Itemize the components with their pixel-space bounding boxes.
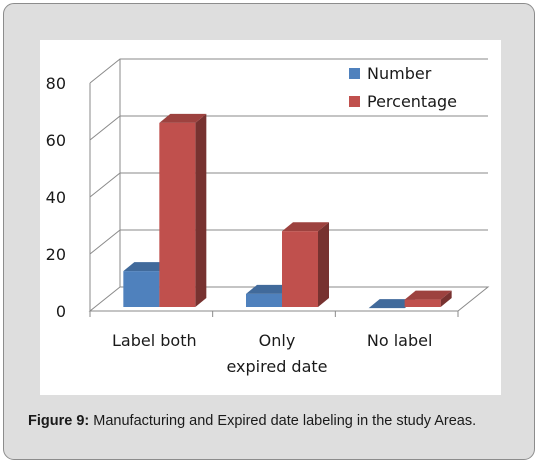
bar-percentage-no-label: [404, 290, 452, 307]
bar-front: [282, 231, 318, 307]
bar-top: [123, 262, 171, 272]
bar-top: [368, 299, 416, 309]
bar-side: [440, 290, 452, 307]
x-tick-label: No label: [367, 331, 433, 350]
bar-top: [159, 113, 207, 123]
legend-label-number: Number: [367, 64, 432, 83]
x-tick-line: Label both: [112, 331, 197, 350]
bar-top: [246, 284, 293, 294]
x-tick-line: Only: [259, 331, 296, 350]
x-tick-labels: Label both Only expired date No label: [112, 331, 432, 376]
legend-label-percentage: Percentage: [367, 92, 457, 111]
x-tick-line: expired date: [226, 357, 327, 376]
bar-front: [404, 299, 441, 307]
y-tick-label: 40: [46, 188, 66, 207]
x-tick-label: Label both: [112, 331, 197, 350]
x-tick-label: Only expired date: [226, 331, 327, 376]
legend: Number Percentage: [349, 64, 457, 111]
x-tick-line: No label: [367, 331, 433, 350]
legend-swatch-percentage: [349, 96, 360, 107]
bar-front: [123, 271, 160, 307]
bar-top: [404, 290, 452, 300]
bar-side: [318, 222, 329, 307]
bar-top: [282, 222, 329, 232]
y-tick-labels: 0 20 40 60 80: [46, 74, 66, 321]
y-tick-label: 80: [46, 74, 66, 93]
figure-caption: Figure 9: Manufacturing and Expired date…: [28, 411, 518, 431]
bar-percentage-only-expired-date: [282, 222, 329, 307]
y-tick-label: 60: [46, 131, 66, 150]
bar-front: [246, 293, 282, 307]
legend-swatch-number: [349, 68, 360, 79]
y-tick-label: 20: [46, 245, 66, 264]
axes: [89, 59, 459, 317]
bars: [123, 113, 452, 309]
bar-percentage-label-both: [159, 113, 207, 308]
caption-label: Figure 9:: [28, 413, 90, 429]
y-tick-label: 0: [56, 302, 66, 321]
bar-front: [159, 122, 196, 308]
bar-side: [195, 113, 207, 308]
caption-text: Manufacturing and Expired date labeling …: [93, 413, 477, 429]
